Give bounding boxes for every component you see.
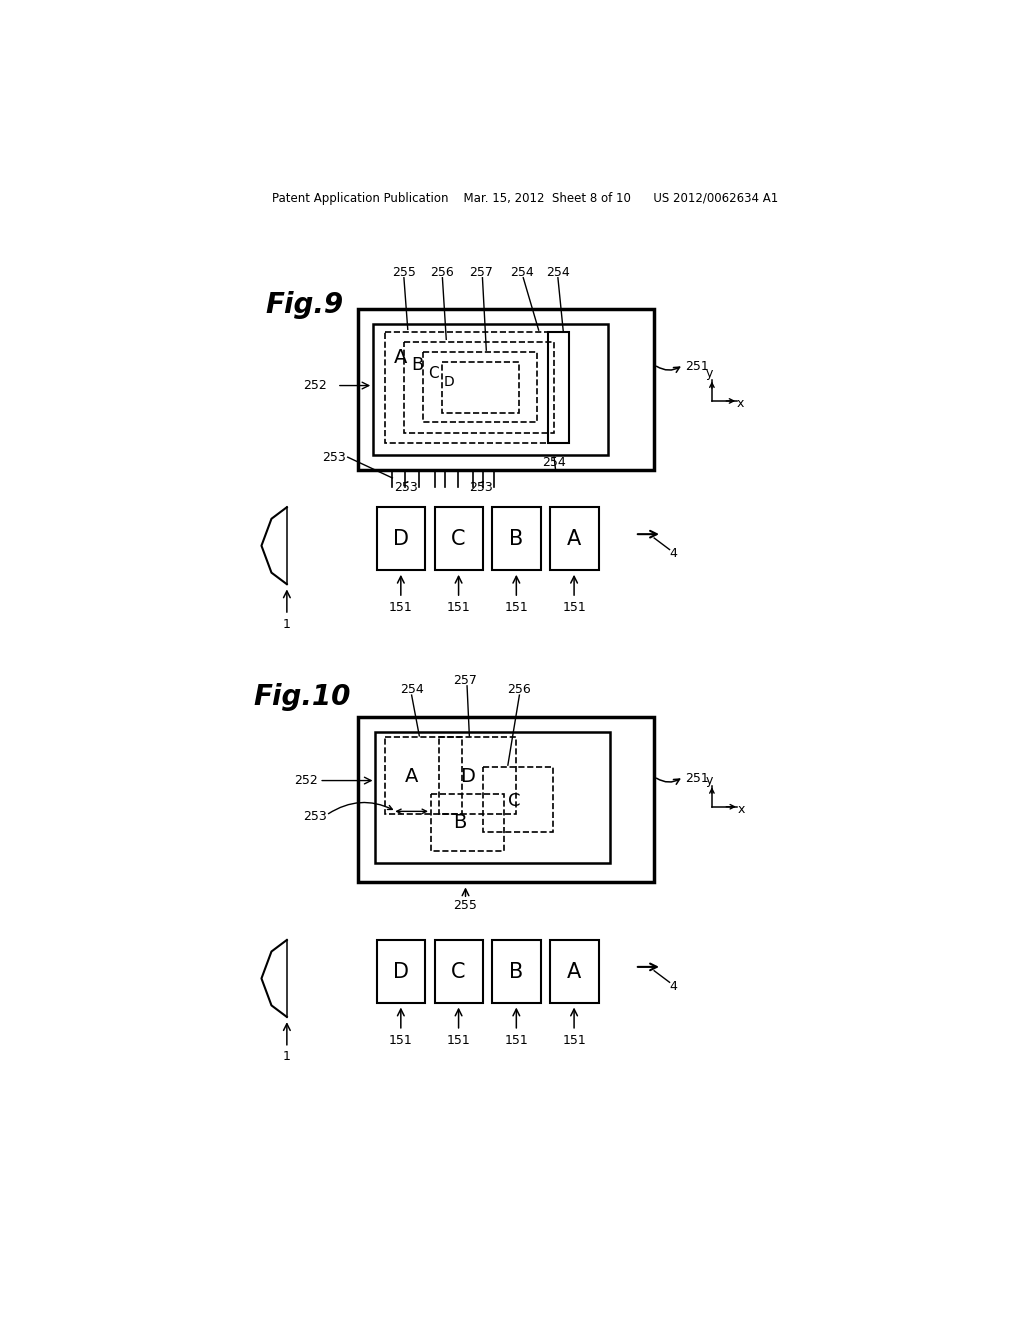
Text: Fig.10: Fig.10	[254, 684, 351, 711]
Text: 151: 151	[389, 1034, 413, 1047]
Bar	[403, 342, 554, 433]
Text: Patent Application Publication    Mar. 15, 2012  Sheet 8 of 10      US 2012/0062: Patent Application Publication Mar. 15, …	[271, 191, 778, 205]
Text: 254: 254	[542, 455, 566, 469]
Bar	[483, 767, 553, 832]
Text: 1: 1	[283, 1051, 291, 1064]
Text: x: x	[737, 804, 744, 816]
Text: 151: 151	[446, 1034, 470, 1047]
Text: A: A	[404, 767, 418, 787]
Text: 255: 255	[392, 265, 416, 279]
Text: D: D	[443, 375, 454, 388]
Text: C: C	[508, 792, 520, 810]
Text: A: A	[567, 961, 582, 982]
Text: 151: 151	[562, 601, 586, 614]
Text: B: B	[509, 529, 523, 549]
Bar	[493, 940, 541, 1003]
Bar	[438, 738, 515, 814]
Bar	[376, 733, 610, 863]
Text: 252: 252	[303, 379, 328, 392]
Bar	[385, 738, 462, 814]
Text: C: C	[452, 961, 466, 982]
Text: 151: 151	[505, 1034, 528, 1047]
Text: A: A	[393, 347, 407, 367]
Text: B: B	[509, 961, 523, 982]
Text: 253: 253	[323, 450, 346, 463]
Text: C: C	[428, 367, 438, 381]
Text: 4: 4	[670, 546, 677, 560]
Text: 257: 257	[454, 675, 477, 686]
Text: D: D	[393, 961, 409, 982]
Bar	[435, 940, 483, 1003]
Text: 151: 151	[389, 601, 413, 614]
Text: Fig.9: Fig.9	[265, 290, 343, 318]
Text: x: x	[736, 397, 744, 409]
Text: 252: 252	[294, 774, 317, 787]
Text: 255: 255	[454, 899, 477, 912]
Text: A: A	[567, 529, 582, 549]
Text: y: y	[706, 774, 714, 787]
Bar	[550, 507, 599, 570]
Text: 151: 151	[562, 1034, 586, 1047]
Bar	[431, 793, 504, 851]
Text: y: y	[706, 367, 714, 380]
Text: 4: 4	[670, 979, 677, 993]
Bar	[550, 940, 599, 1003]
Bar	[357, 309, 654, 470]
Bar	[442, 363, 519, 412]
Text: 151: 151	[505, 601, 528, 614]
Bar	[373, 323, 608, 455]
Text: 254: 254	[399, 684, 424, 696]
Text: 253: 253	[469, 482, 493, 495]
Bar	[385, 331, 569, 444]
Text: 254: 254	[546, 265, 569, 279]
Text: 251: 251	[685, 772, 709, 785]
Text: D: D	[461, 767, 475, 787]
Bar	[377, 940, 425, 1003]
Bar	[435, 507, 483, 570]
Text: B: B	[411, 356, 423, 374]
Bar	[377, 507, 425, 570]
Text: 254: 254	[510, 265, 534, 279]
Bar	[357, 717, 654, 882]
Text: 257: 257	[469, 265, 493, 279]
Text: 251: 251	[685, 360, 709, 372]
Text: C: C	[452, 529, 466, 549]
Text: 1: 1	[283, 618, 291, 631]
Text: 256: 256	[430, 265, 455, 279]
Bar	[548, 331, 569, 444]
Text: B: B	[454, 813, 467, 832]
Bar	[493, 507, 541, 570]
Text: 253: 253	[394, 482, 418, 495]
Bar	[423, 352, 538, 422]
Text: D: D	[393, 529, 409, 549]
Text: 253: 253	[303, 810, 327, 824]
Text: 256: 256	[508, 684, 531, 696]
Text: 151: 151	[446, 601, 470, 614]
